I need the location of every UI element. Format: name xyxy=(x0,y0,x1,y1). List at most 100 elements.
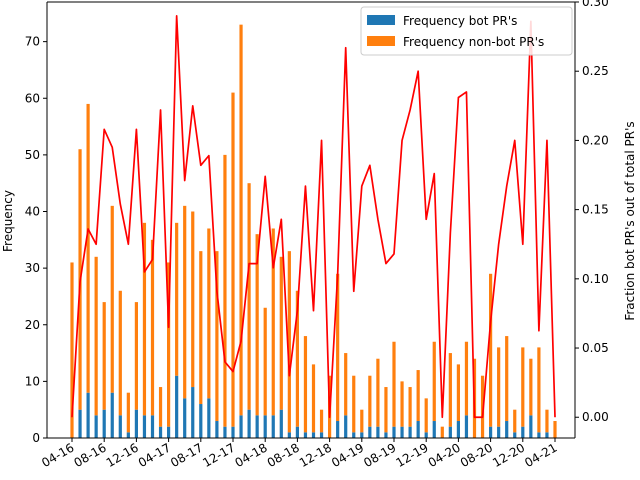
bar-nonbot-2017-08 xyxy=(199,251,203,405)
bar-bot-2017-05 xyxy=(175,375,179,438)
bar-bot-2018-10 xyxy=(311,432,316,438)
right-tick-label: 0.05 xyxy=(582,341,609,355)
bar-nonbot-2019-04 xyxy=(360,409,364,433)
left-axis-label: Frequency xyxy=(1,190,15,252)
bar-nonbot-2019-02 xyxy=(344,353,348,416)
x-tick-label: 04-17 xyxy=(136,440,173,470)
right-tick-label: 0.15 xyxy=(582,203,609,217)
bar-nonbot-2020-01 xyxy=(432,341,436,422)
bar-bot-2020-04 xyxy=(456,421,460,438)
bar-nonbot-2016-11 xyxy=(126,392,130,433)
x-tick-label: 04-21 xyxy=(522,440,559,470)
x-tick-label: 04-20 xyxy=(426,440,463,470)
right-axis-label: Fraction bot PR's out of total PR's xyxy=(623,121,637,320)
bar-bot-2019-07 xyxy=(384,432,388,438)
bar-nonbot-2019-09 xyxy=(400,381,404,427)
fraction-line-group xyxy=(71,14,556,419)
bar-bot-2020-01 xyxy=(432,421,436,438)
left-tick-label: 10 xyxy=(25,374,40,388)
bar-bot-2021-01 xyxy=(529,415,533,438)
bar-nonbot-2017-02 xyxy=(150,239,155,416)
bar-bot-2021-03 xyxy=(545,432,549,438)
bar-nonbot-2018-11 xyxy=(319,409,324,433)
bar-bot-2019-11 xyxy=(416,421,420,438)
bar-bot-2017-06 xyxy=(183,398,187,438)
axes-group xyxy=(46,1,576,439)
bar-group xyxy=(70,24,557,438)
bar-nonbot-2018-10 xyxy=(311,364,316,433)
bar-nonbot-2018-06 xyxy=(279,256,283,410)
fraction-line xyxy=(71,14,556,419)
right-tick-label: 0.25 xyxy=(582,64,609,78)
right-tick-label: 0.20 xyxy=(582,133,609,147)
bar-nonbot-2019-01 xyxy=(336,273,340,422)
bar-nonbot-2018-02 xyxy=(247,183,251,410)
legend-label: Frequency bot PR's xyxy=(403,14,517,28)
bar-nonbot-2016-10 xyxy=(118,290,122,416)
bar-nonbot-2017-12 xyxy=(231,92,235,427)
bar-nonbot-2016-07 xyxy=(94,256,98,416)
bar-bot-2020-03 xyxy=(448,426,452,438)
x-tick-label: 04-16 xyxy=(39,440,76,470)
bar-bot-2019-02 xyxy=(344,415,348,438)
bar-bot-2017-11 xyxy=(223,426,227,438)
bar-nonbot-2020-09 xyxy=(497,347,501,427)
bar-bot-2016-10 xyxy=(118,415,122,438)
x-tick-label: 08-19 xyxy=(361,440,398,470)
x-tick-label: 04-19 xyxy=(329,440,366,470)
bar-nonbot-2021-03 xyxy=(545,409,549,433)
left-tick-label: 30 xyxy=(25,261,40,275)
bar-bot-2018-11 xyxy=(319,432,324,438)
bar-bot-2016-09 xyxy=(110,392,114,438)
bar-nonbot-2017-03 xyxy=(158,387,163,427)
bar-nonbot-2017-04 xyxy=(167,262,171,427)
bar-nonbot-2021-01 xyxy=(529,358,533,416)
bar-bot-2019-09 xyxy=(400,426,404,438)
bar-bot-2018-02 xyxy=(247,409,251,438)
x-tick-label: 08-18 xyxy=(265,440,302,470)
bar-bot-2017-04 xyxy=(167,426,171,438)
bar-bot-2016-07 xyxy=(94,415,98,438)
bar-bot-2018-09 xyxy=(303,432,308,438)
bar-bot-2019-12 xyxy=(424,432,428,438)
bar-bot-2016-05 xyxy=(78,409,82,438)
x-tick-label: 12-18 xyxy=(297,440,334,470)
legend: Frequency bot PR's Frequency non-bot PR's xyxy=(360,6,573,56)
bar-nonbot-2017-01 xyxy=(142,222,147,416)
bar-nonbot-2017-10 xyxy=(215,251,219,422)
bar-bot-2018-04 xyxy=(263,415,267,438)
bar-bot-2019-08 xyxy=(392,426,396,438)
bar-nonbot-2016-08 xyxy=(102,302,106,410)
left-axis-ticks: 0 10 20 30 40 50 60 70 xyxy=(25,35,47,445)
x-tick-label: 08-20 xyxy=(458,440,495,470)
left-tick-label: 70 xyxy=(25,35,40,49)
bar-bot-2019-03 xyxy=(352,432,356,438)
bar-nonbot-2017-06 xyxy=(183,205,187,399)
x-tick-label: 12-16 xyxy=(104,440,141,470)
bar-nonbot-2018-01 xyxy=(239,24,243,416)
bar-nonbot-2020-05 xyxy=(464,341,469,416)
bar-bot-2018-08 xyxy=(295,426,299,438)
bar-bot-2017-08 xyxy=(199,404,203,438)
bar-bot-2017-10 xyxy=(215,421,219,438)
bar-nonbot-2018-08 xyxy=(295,290,299,427)
right-tick-label: 0.30 xyxy=(582,0,609,9)
bar-nonbot-2019-07 xyxy=(384,387,388,433)
bar-bot-2019-05 xyxy=(368,426,372,438)
x-tick-label: 08-16 xyxy=(71,440,108,470)
right-tick-label: 0.00 xyxy=(582,410,609,424)
bar-nonbot-2020-02 xyxy=(440,426,444,438)
bar-nonbot-2019-08 xyxy=(392,341,396,427)
bar-nonbot-2021-02 xyxy=(537,347,541,433)
bar-nonbot-2021-04 xyxy=(553,421,557,438)
bar-nonbot-2019-06 xyxy=(376,358,380,427)
bar-nonbot-2020-03 xyxy=(448,353,452,427)
bar-nonbot-2016-09 xyxy=(110,205,114,393)
bar-bot-2020-08 xyxy=(489,426,493,438)
bar-nonbot-2017-07 xyxy=(191,211,195,388)
bar-nonbot-2018-05 xyxy=(271,228,275,416)
bar-bot-2020-09 xyxy=(497,426,501,438)
bar-bot-2019-04 xyxy=(360,432,364,438)
x-tick-label: 12-17 xyxy=(200,440,237,470)
